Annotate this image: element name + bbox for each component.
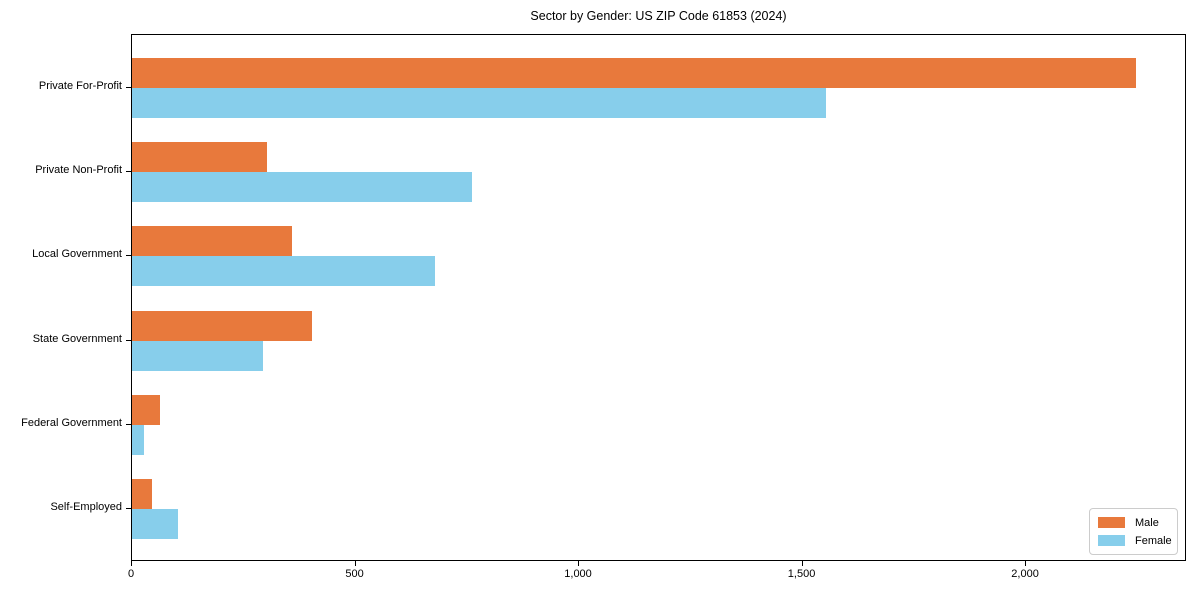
ytick-label-private-for-profit: Private For-Profit	[38, 79, 122, 92]
xtick-500	[354, 561, 356, 566]
ytick-label-federal-government: Federal Government	[21, 416, 122, 429]
ytick-private-non-profit	[126, 171, 131, 173]
xtick-label-500: 500	[345, 568, 364, 580]
bar-female-private-for-profit	[132, 87, 827, 118]
ytick-label-private-non-profit: Private Non-Profit	[35, 164, 122, 177]
female-legend-label: Female	[1135, 534, 1172, 547]
xtick-1500	[801, 561, 803, 566]
bar-male-local-government	[132, 226, 293, 257]
bar-male-state-government	[132, 310, 312, 341]
ytick-state-government	[126, 339, 131, 341]
xtick-0	[131, 561, 132, 566]
bar-female-self-employed	[132, 509, 179, 540]
xtick-label-2000: 2,000	[1011, 568, 1039, 580]
plot-area	[131, 34, 1186, 561]
bar-female-private-non-profit	[132, 172, 473, 203]
legend: Male Female	[1089, 508, 1178, 555]
bar-female-federal-government	[132, 424, 145, 455]
legend-entry-female: Female	[1098, 533, 1172, 548]
xtick-label-1000: 1,000	[564, 568, 592, 580]
ytick-label-local-government: Local Government	[32, 248, 122, 261]
chart-title: Sector by Gender: US ZIP Code 61853 (202…	[530, 9, 787, 23]
ytick-label-self-employed: Self-Employed	[50, 501, 122, 514]
bar-male-self-employed	[132, 479, 152, 510]
female-legend-swatch	[1098, 535, 1125, 546]
male-legend-swatch	[1098, 517, 1125, 528]
male-legend-label: Male	[1135, 516, 1159, 529]
bar-female-state-government	[132, 340, 263, 371]
xtick-label-1500: 1,500	[787, 568, 816, 580]
xtick-1000	[578, 561, 580, 566]
bar-female-local-government	[132, 256, 435, 287]
xtick-label-0: 0	[127, 568, 135, 580]
xtick-2000	[1025, 561, 1027, 566]
ytick-local-government	[126, 255, 131, 257]
ytick-self-employed	[126, 508, 131, 510]
ytick-private-for-profit	[126, 86, 131, 88]
ytick-label-state-government: State Government	[32, 332, 122, 345]
bar-male-federal-government	[132, 394, 161, 425]
bar-male-private-non-profit	[132, 142, 267, 173]
ytick-federal-government	[126, 423, 131, 425]
legend-entry-male: Male	[1098, 515, 1169, 530]
bar-male-private-for-profit	[132, 57, 1136, 88]
